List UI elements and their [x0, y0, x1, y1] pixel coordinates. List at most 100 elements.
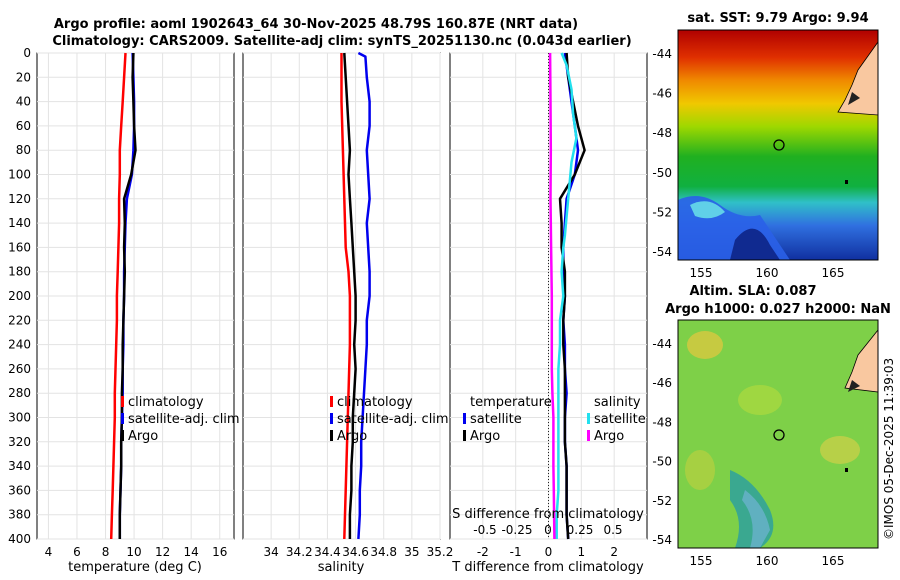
x-tick-label: 8: [102, 545, 110, 559]
legend-swatch-climatology: [121, 396, 124, 407]
sla-high-4: [685, 450, 715, 490]
series-line-satellite-adj-clim: [357, 51, 371, 540]
legend-swatch-argo: [330, 430, 333, 441]
salinity-legend: climatology satellite-adj. clim Argo: [330, 395, 449, 444]
s-tick-label: -0.5: [473, 523, 496, 537]
series-line-temperature-argo: [558, 52, 586, 540]
sst-map: [677, 29, 879, 261]
map-y-tick-label: -44: [652, 47, 672, 61]
sst-frame: [677, 29, 879, 261]
x-tick-label: 34.8: [370, 545, 397, 559]
depth-tick-label: 340: [8, 459, 31, 473]
depth-tick-label: 400: [8, 532, 31, 546]
x-tick-label: 35: [404, 545, 419, 559]
series-line-argo: [118, 52, 137, 539]
s-difference-label: S difference from climatology: [452, 507, 644, 522]
land-island-small: [845, 180, 848, 184]
legend-temp-argo: Argo: [470, 429, 500, 444]
x-tick-label: 4: [45, 545, 53, 559]
depth-tick-label: 200: [8, 289, 31, 303]
x-tick-label: -1: [510, 545, 522, 559]
map-x-tick-label: 165: [822, 554, 845, 568]
depth-tick-label: 160: [8, 240, 31, 254]
legend-swatch-argo: [121, 430, 124, 441]
x-tick-label: 12: [155, 545, 170, 559]
x-tick-label: 2: [610, 545, 618, 559]
x-tick-label: 34.2: [286, 545, 313, 559]
legend-swatch-temp-satellite: [463, 413, 466, 424]
argo-position-marker: [773, 139, 785, 151]
sst-eddy: [690, 201, 725, 219]
x-tick-label: 35.2: [427, 545, 454, 559]
land-islands-2: [848, 380, 860, 392]
depth-tick-label: 60: [16, 119, 31, 133]
sst-cold-core: [730, 228, 780, 260]
legend-climatology: climatology: [337, 395, 413, 410]
s-tick-label: 0.25: [567, 523, 594, 537]
sla-high-1: [687, 331, 723, 359]
series-line-climatology: [109, 52, 127, 540]
legend-swatch-satellite: [330, 413, 333, 424]
map-y-tick-label: -44: [652, 337, 672, 351]
map-y-tick-label: -52: [652, 494, 672, 508]
map-y-tick-label: -46: [652, 376, 672, 390]
map-y-tick-label: -46: [652, 87, 672, 101]
depth-tick-label: 180: [8, 265, 31, 279]
series-line-salinity-satellite: [555, 52, 578, 539]
sla-high-3: [820, 436, 860, 464]
temperature-xlabel: temperature (deg C): [68, 560, 202, 575]
x-tick-label: 0: [545, 545, 553, 559]
sla-high-2: [738, 385, 782, 415]
sst-map-title: sat. SST: 9.79 Argo: 9.94: [687, 11, 868, 26]
depth-tick-label: 40: [16, 95, 31, 109]
map-x-tick-label: 155: [690, 266, 713, 280]
title-line-1: Argo profile: aoml 1902643_64 30-Nov-202…: [54, 17, 578, 32]
x-tick-label: 34.6: [342, 545, 369, 559]
map-y-tick-label: -52: [652, 205, 672, 219]
land-islands: [848, 92, 860, 105]
x-tick-label: -2: [477, 545, 489, 559]
depth-tick-label: 240: [8, 338, 31, 352]
x-tick-label: 6: [73, 545, 81, 559]
x-tick-label: 16: [212, 545, 227, 559]
series-line-climatology: [340, 53, 352, 540]
legend-swatch-temp-argo: [463, 430, 466, 441]
depth-tick-label: 220: [8, 313, 31, 327]
depth-tick-label: 320: [8, 435, 31, 449]
x-tick-label: 34.4: [314, 545, 341, 559]
depth-tick-label: 20: [16, 70, 31, 84]
map-y-tick-label: -50: [652, 455, 672, 469]
depth-tick-label: 280: [8, 386, 31, 400]
depth-tick-label: 140: [8, 216, 31, 230]
x-tick-label: 14: [184, 545, 199, 559]
legend-sal-argo: Argo: [594, 429, 624, 444]
sla-map: [677, 319, 879, 549]
x-tick-label: 34: [264, 545, 279, 559]
series-layer: [109, 51, 586, 540]
s-tick-label: 0: [544, 523, 552, 537]
map-x-tick-label: 160: [756, 554, 779, 568]
map-y-tick-label: -54: [652, 533, 672, 547]
map-y-tick-label: -54: [652, 245, 672, 259]
depth-tick-label: 120: [8, 192, 31, 206]
depth-tick-label: 260: [8, 362, 31, 376]
temperature-legend: climatology satellite-adj. clim Argo: [121, 395, 240, 444]
depth-tick-labels: 0 20 40 60 80 100 120 140 160 180 200 220 240 260 280 3…: [8, 46, 31, 546]
imos-timestamp: ©IMOS 05-Dec-2025 11:39:03: [882, 358, 896, 540]
legend-sal-satellite: satellite: [594, 412, 646, 427]
difference-legend: temperature satellite Argo salinity sate…: [463, 395, 646, 444]
map-y-tick-label: -48: [652, 126, 672, 140]
sla-map-title-1: Altim. SLA: 0.087: [690, 284, 817, 299]
map-x-tick-label: 165: [822, 266, 845, 280]
x-tick-label: 1: [578, 545, 586, 559]
title-line-2: Climatology: CARS2009. Satellite-adj cli…: [52, 34, 631, 49]
depth-tick-label: 100: [8, 168, 31, 182]
legend-swatch-sal-satellite: [587, 413, 590, 424]
sla-map-title-2: Argo h1000: 0.027 h2000: NaN: [665, 302, 891, 317]
legend-swatch-satellite: [121, 413, 124, 424]
x-tick-label: 10: [126, 545, 141, 559]
series-line-argo: [343, 52, 357, 539]
sla-frame: [677, 319, 879, 549]
legend-temp-satellite: satellite: [470, 412, 522, 427]
